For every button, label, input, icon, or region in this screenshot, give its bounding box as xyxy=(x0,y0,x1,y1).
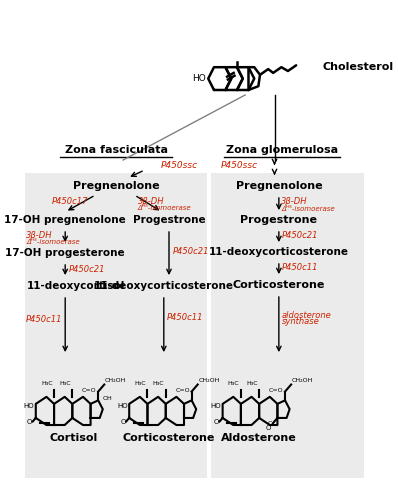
Text: Progestrone: Progestrone xyxy=(133,215,205,225)
Bar xyxy=(211,173,365,478)
Text: CH₂OH: CH₂OH xyxy=(292,378,313,383)
Text: Progestrone: Progestrone xyxy=(240,215,317,225)
Text: H₃C: H₃C xyxy=(41,381,53,386)
Text: P450c11: P450c11 xyxy=(167,313,204,323)
Text: Pregnenolone: Pregnenolone xyxy=(73,181,160,191)
Text: 17-OH progesterone: 17-OH progesterone xyxy=(6,248,125,258)
Text: synthase: synthase xyxy=(281,317,319,326)
Text: P450c21: P450c21 xyxy=(69,264,105,274)
Text: Corticosterone: Corticosterone xyxy=(123,433,215,443)
Text: O: O xyxy=(27,420,32,425)
Text: Δᴴ⁵-isomoerase: Δᴴ⁵-isomoerase xyxy=(138,205,191,211)
Text: Pregnenolone: Pregnenolone xyxy=(236,181,322,191)
Text: O: O xyxy=(266,425,271,431)
Text: C: C xyxy=(268,421,272,426)
Text: CH₂OH: CH₂OH xyxy=(199,378,220,383)
Text: Δᴴ⁵-isomoerase: Δᴴ⁵-isomoerase xyxy=(26,239,80,245)
Text: 3β-DH: 3β-DH xyxy=(26,230,53,240)
Text: 3β-DH: 3β-DH xyxy=(138,196,164,205)
Text: Corticosterone: Corticosterone xyxy=(233,280,325,290)
Text: C=O: C=O xyxy=(82,388,97,393)
Bar xyxy=(25,173,207,478)
Text: H₃C: H₃C xyxy=(59,381,71,386)
Text: 11-deoxycorticosterone: 11-deoxycorticosterone xyxy=(209,247,349,257)
Text: 17-OH pregnenolone: 17-OH pregnenolone xyxy=(4,215,126,225)
Text: 3β-DH: 3β-DH xyxy=(281,197,308,206)
Text: Cholesterol: Cholesterol xyxy=(322,62,393,72)
Text: HO: HO xyxy=(117,403,128,408)
Text: H₃C: H₃C xyxy=(228,381,239,386)
Text: 11-deoxycorticosterone: 11-deoxycorticosterone xyxy=(94,281,234,291)
Text: H₃C: H₃C xyxy=(152,381,164,386)
Text: CH₂OH: CH₂OH xyxy=(105,378,127,383)
Text: 11-deoxycortisol: 11-deoxycortisol xyxy=(26,281,125,291)
Text: Δᴴ⁵-isomoerase: Δᴴ⁵-isomoerase xyxy=(281,206,335,212)
Text: P450ssc: P450ssc xyxy=(221,160,258,169)
Text: aldosterone: aldosterone xyxy=(281,311,331,320)
Text: Zona glomerulosa: Zona glomerulosa xyxy=(226,145,338,155)
Text: Aldosterone: Aldosterone xyxy=(221,433,297,443)
Text: P450c11: P450c11 xyxy=(281,264,318,273)
Text: P450c17: P450c17 xyxy=(52,197,89,206)
Text: C=O: C=O xyxy=(269,388,283,393)
Text: P450c11: P450c11 xyxy=(26,315,63,324)
Text: P450c21: P450c21 xyxy=(172,248,209,256)
Text: OH: OH xyxy=(103,396,113,401)
Text: H₃C: H₃C xyxy=(135,381,146,386)
Text: P450c21: P450c21 xyxy=(281,231,318,240)
Text: H₃C: H₃C xyxy=(246,381,258,386)
Text: HO: HO xyxy=(211,403,221,408)
Text: P450ssc: P450ssc xyxy=(160,160,197,169)
Text: HO: HO xyxy=(23,403,34,408)
Text: O: O xyxy=(121,420,126,425)
Text: C=O: C=O xyxy=(176,388,190,393)
Text: HO: HO xyxy=(192,74,206,83)
Text: Zona fasciculata: Zona fasciculata xyxy=(65,145,168,155)
Text: Cortisol: Cortisol xyxy=(50,433,98,443)
Text: O: O xyxy=(214,420,219,425)
